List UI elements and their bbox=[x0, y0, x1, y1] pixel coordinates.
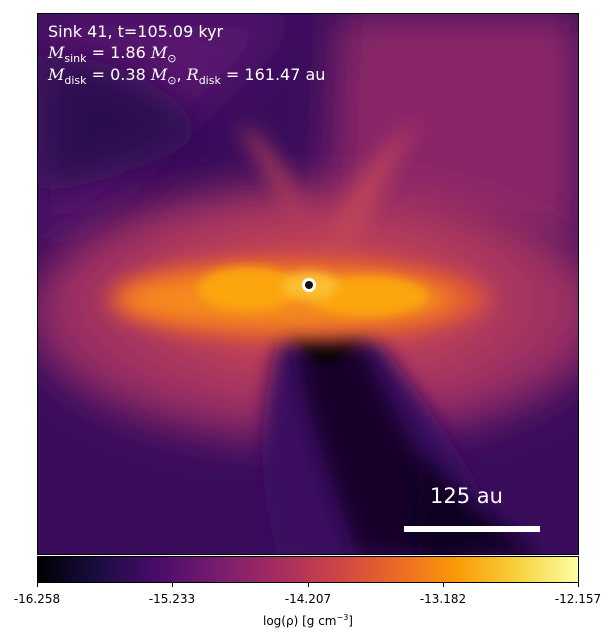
colorbar-tick-label: -15.233 bbox=[148, 592, 196, 606]
colorbar-label-prefix: log(ρ) [g cm bbox=[263, 614, 337, 628]
scalebar-label: 125 au bbox=[430, 484, 503, 508]
mass-sink-unit: M bbox=[150, 43, 168, 62]
disk-properties-line: Mdisk = 0.38 M⊙, Rdisk = 161.47 au bbox=[48, 65, 326, 87]
mass-disk-value: = 0.38 bbox=[91, 65, 146, 84]
colorbar bbox=[37, 556, 579, 583]
colorbar-tick-label: -12.157 bbox=[554, 592, 602, 606]
mass-sink-symbol: M bbox=[48, 43, 65, 62]
radius-value: = 161.47 au bbox=[225, 65, 326, 84]
upper-left-cavity bbox=[38, 54, 208, 194]
colorbar-tick-label: -16.258 bbox=[13, 592, 61, 606]
density-map-panel: Sink 41, t=105.09 kyr Msink = 1.86 M⊙ Md… bbox=[37, 13, 579, 555]
colorbar-tick bbox=[578, 583, 579, 587]
colorbar-tick-label: -13.182 bbox=[419, 592, 467, 606]
mass-disk-symbol: M bbox=[48, 65, 65, 84]
colorbar-tick bbox=[308, 583, 309, 587]
mass-sink-value: = 1.86 bbox=[91, 43, 146, 62]
colorbar-label-exp: −3 bbox=[336, 613, 349, 622]
density-image bbox=[38, 14, 578, 554]
separator: , bbox=[176, 65, 182, 84]
outflow-walls bbox=[238, 124, 418, 284]
radius-sub: disk bbox=[198, 74, 221, 87]
sink-title: Sink 41, t=105.09 kyr bbox=[48, 22, 224, 41]
colorbar-label: log(ρ) [g cm−3] bbox=[263, 613, 353, 628]
disk-lobe-left bbox=[198, 267, 298, 311]
scalebar bbox=[404, 526, 540, 532]
sink-marker bbox=[302, 278, 316, 292]
mass-sink-unit-sub: ⊙ bbox=[167, 52, 177, 65]
mass-sink-sub: sink bbox=[64, 52, 87, 65]
sink-mass-line: Msink = 1.86 M⊙ bbox=[48, 43, 177, 65]
colorbar-tick bbox=[37, 583, 38, 587]
colorbar-tick-label: -14.207 bbox=[284, 592, 332, 606]
shadow-core bbox=[288, 314, 358, 362]
colorbar-label-suffix: ] bbox=[348, 614, 353, 628]
colorbar-tick bbox=[443, 583, 444, 587]
mass-disk-sub: disk bbox=[64, 74, 87, 87]
mass-disk-unit: M bbox=[150, 65, 168, 84]
radius-symbol: R bbox=[186, 65, 199, 84]
mass-disk-unit-sub: ⊙ bbox=[167, 74, 177, 87]
colorbar-tick bbox=[172, 583, 173, 587]
